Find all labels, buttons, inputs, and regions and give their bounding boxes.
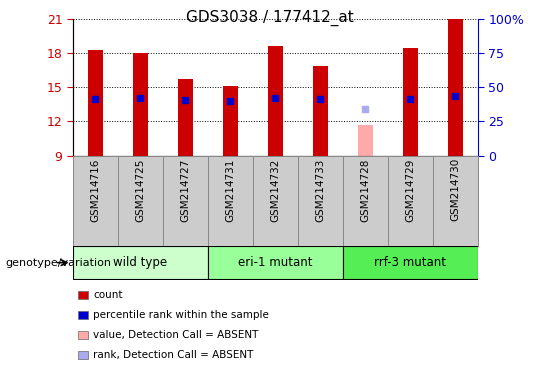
Text: eri-1 mutant: eri-1 mutant (238, 256, 313, 269)
Bar (448, 19, 463, 156)
Bar (87, 50, 103, 156)
Bar (73, 156, 118, 246)
Text: GSM214725: GSM214725 (136, 158, 145, 222)
Text: GSM214733: GSM214733 (315, 158, 326, 222)
Bar (73, 247, 208, 279)
Text: wild type: wild type (113, 256, 167, 269)
Bar (208, 247, 343, 279)
Text: GSM214728: GSM214728 (360, 158, 370, 222)
Bar (388, 156, 433, 246)
Bar (402, 48, 418, 156)
Bar (357, 125, 373, 156)
Text: genotype/variation: genotype/variation (5, 258, 111, 268)
Text: percentile rank within the sample: percentile rank within the sample (93, 310, 269, 320)
Bar (343, 156, 388, 246)
Text: rrf-3 mutant: rrf-3 mutant (374, 256, 447, 269)
Bar (267, 46, 284, 156)
Text: GSM214730: GSM214730 (450, 158, 461, 222)
Text: GSM214716: GSM214716 (90, 158, 100, 222)
Text: GSM214727: GSM214727 (180, 158, 191, 222)
Bar (178, 79, 193, 156)
Bar (208, 156, 253, 246)
Bar (313, 66, 328, 156)
Text: GSM214732: GSM214732 (271, 158, 280, 222)
Bar (118, 156, 163, 246)
Text: GSM214731: GSM214731 (225, 158, 235, 222)
Bar (433, 156, 478, 246)
Bar (253, 156, 298, 246)
Text: count: count (93, 290, 123, 300)
Bar (298, 156, 343, 246)
Text: GSM214729: GSM214729 (406, 158, 415, 222)
Bar (132, 53, 149, 156)
Bar (163, 156, 208, 246)
Text: GDS3038 / 177412_at: GDS3038 / 177412_at (186, 10, 354, 26)
Bar (222, 86, 238, 156)
Bar (343, 247, 478, 279)
Text: value, Detection Call = ABSENT: value, Detection Call = ABSENT (93, 330, 259, 340)
Text: rank, Detection Call = ABSENT: rank, Detection Call = ABSENT (93, 350, 254, 360)
